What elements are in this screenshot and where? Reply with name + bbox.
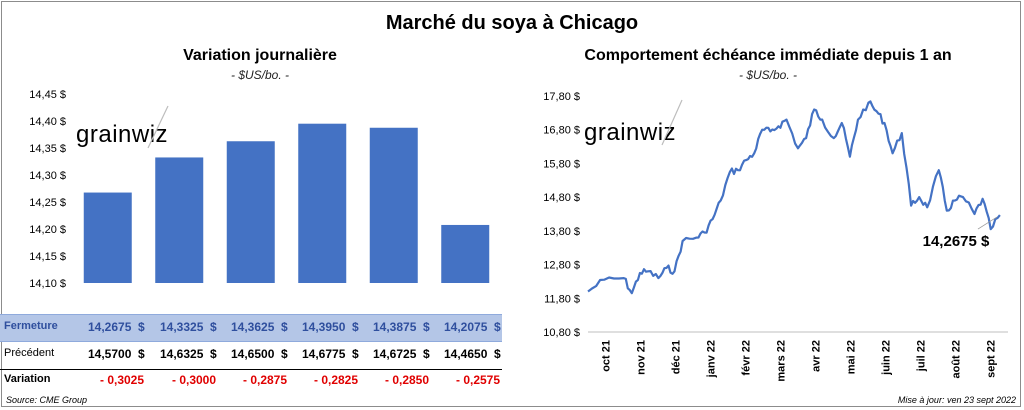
- x-tick-label: juil 22: [916, 340, 928, 372]
- x-tick-label: févr 22: [741, 340, 753, 375]
- y-tick-label: 14,80 $: [543, 192, 580, 204]
- table-cell: - 0,3000: [172, 373, 217, 387]
- x-tick-label: mars 22: [776, 340, 788, 382]
- x-tick-label: avr 22: [811, 340, 823, 372]
- x-tick-label: nov 21: [636, 340, 648, 375]
- bar: [369, 127, 418, 283]
- watermark-logo-right: grainwiz: [584, 99, 683, 146]
- x-category-label: mars 23: [228, 299, 274, 300]
- y-tick-label: 14,30 $: [29, 170, 66, 182]
- row-label: Fermeture: [4, 320, 58, 332]
- table-cell: 14,6775 $: [302, 347, 359, 361]
- bar: [298, 123, 347, 283]
- watermark-mark: [661, 99, 683, 146]
- main-title: Marché du soya à Chicago: [385, 12, 639, 34]
- table-cell: 14,3875 $: [373, 320, 430, 334]
- y-tick-label: 16,80 $: [543, 125, 580, 137]
- table-cell: - 0,3025: [100, 373, 145, 387]
- y-tick-label: 14,40 $: [29, 116, 66, 128]
- watermark-text: grainwiz: [76, 121, 168, 148]
- x-category-label: mai 23: [304, 299, 342, 300]
- x-tick-label: mai 22: [846, 340, 858, 374]
- table-cell: 14,5700 $: [88, 347, 145, 361]
- y-tick-label: 11,80 $: [544, 293, 580, 305]
- x-tick-label: janv 22: [706, 340, 718, 378]
- right-panel-subtitle: - $US/bo. -: [738, 68, 798, 82]
- x-tick-label: déc 21: [671, 340, 683, 374]
- fermeture-row-bg: [0, 314, 502, 342]
- table-cell: - 0,2850: [385, 373, 430, 387]
- variation-divider: [0, 369, 502, 370]
- x-tick-label: oct 21: [601, 340, 613, 372]
- y-tick-label: 12,80 $: [543, 260, 580, 272]
- bar: [441, 224, 490, 283]
- bar: [83, 192, 132, 283]
- update-note: Mise à jour: ven 23 sept 2022: [897, 395, 1016, 405]
- right-panel-title: Comportement échéance immédiate depuis 1…: [584, 47, 952, 64]
- watermark-text: grainwiz: [584, 119, 676, 146]
- table-cell: 14,4650 $: [444, 347, 501, 361]
- watermark-logo-left: grainwiz: [76, 105, 169, 149]
- table-cell: 14,3625 $: [231, 320, 288, 334]
- table-cell: 14,3950 $: [302, 320, 359, 334]
- y-tick-label: 14,35 $: [29, 143, 66, 155]
- table-cell: 14,6500 $: [231, 347, 288, 361]
- x-category-label: janv 23: [158, 299, 200, 300]
- y-tick-label: 17,80 $: [543, 91, 580, 103]
- table-cell: 14,6725 $: [373, 347, 430, 361]
- watermark-mark: [147, 105, 169, 149]
- x-category-label: août 23: [444, 299, 486, 300]
- y-tick-label: 14,25 $: [29, 197, 66, 209]
- table-cell: 14,6325 $: [160, 347, 217, 361]
- left-panel-title: Variation journalière: [183, 47, 337, 64]
- y-tick-label: 14,20 $: [29, 224, 66, 236]
- bar: [155, 157, 204, 283]
- x-tick-label: sept 22: [986, 340, 998, 378]
- table-cell: 14,2075 $: [444, 320, 501, 334]
- y-tick-label: 13,80 $: [543, 226, 580, 238]
- series-line: [587, 100, 1001, 295]
- y-tick-label: 14,45 $: [29, 89, 66, 101]
- last-value-leader: [977, 216, 998, 230]
- y-tick-label: 10,80 $: [543, 327, 580, 339]
- table-cell: - 0,2825: [314, 373, 359, 387]
- y-tick-label: 15,80 $: [543, 158, 580, 170]
- line-chart: grainwiz 10,80 $ 11,80 $ 12,80 $ 13,80 $ 14,…: [543, 91, 1008, 382]
- x-tick-label: juin 22: [881, 340, 893, 376]
- table-cell: 14,2675 $: [88, 320, 145, 334]
- y-tick-label: 14,10 $: [29, 278, 66, 290]
- table-cell: 14,3325 $: [160, 320, 217, 334]
- x-category-label: nov 22: [89, 299, 127, 300]
- source-note: Source: CME Group: [6, 395, 88, 405]
- row-label: Précédent: [4, 347, 55, 359]
- y-tick-label: 14,15 $: [29, 251, 66, 263]
- table-cell: - 0,2575: [456, 373, 501, 387]
- x-category-label: juil 23: [376, 299, 411, 300]
- left-panel-subtitle: - $US/bo. -: [230, 68, 290, 82]
- last-value-label: 14,2675 $: [923, 233, 990, 250]
- row-label: Variation: [4, 373, 51, 385]
- bar-chart: grainwiz 14,10 $ 14,15 $ 14,20 $ 14,25 $ 14,…: [29, 89, 490, 300]
- table-cell: - 0,2875: [243, 373, 288, 387]
- x-tick-label: août 22: [951, 340, 963, 379]
- bar: [226, 141, 275, 283]
